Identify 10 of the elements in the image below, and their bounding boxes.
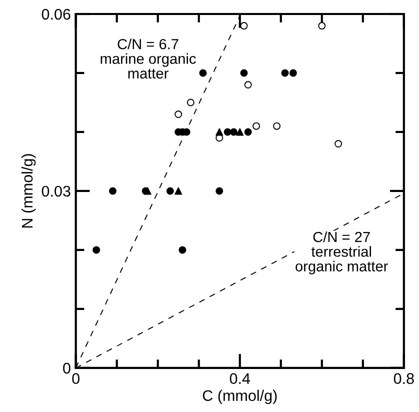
x-tick-label: 0 [72, 373, 80, 384]
annotation: C/N = 6.7 marine organic matter [100, 38, 196, 79]
y-tick-label: 0.03 [42, 186, 70, 197]
annotation: C/N = 27 terrestrial organic matter [296, 231, 388, 274]
x-axis-title: C (mmol/g) [202, 390, 277, 404]
y-tick-label: 0 [63, 362, 70, 374]
x-tick-label: 0.4 [230, 373, 250, 384]
x-tick-label: 0.8 [394, 373, 414, 384]
y-axis-title: N (mmol/g) [21, 154, 36, 228]
y-tick-label: 0.06 [42, 8, 70, 20]
